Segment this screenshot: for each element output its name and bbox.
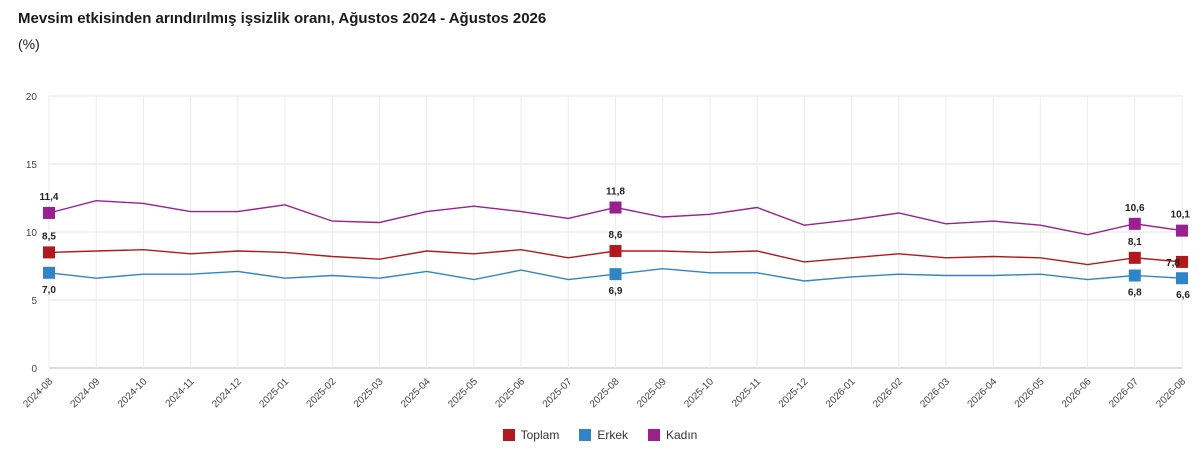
legend-swatch-kadin	[648, 429, 660, 441]
x-tick-label: 2024-09	[69, 376, 103, 410]
data-label: 10,6	[1125, 203, 1145, 214]
legend-label-kadin: Kadın	[666, 428, 698, 442]
x-tick-label: 2025-10	[682, 376, 716, 410]
data-point-marker	[1176, 224, 1188, 237]
x-tick-label: 2026-02	[871, 376, 905, 410]
series-markers	[43, 201, 1188, 285]
x-tick-label: 2025-02	[305, 376, 339, 410]
x-tick-label: 2026-08	[1154, 376, 1188, 410]
grid-lines	[48, 95, 1183, 369]
data-label: 6,8	[1128, 288, 1142, 299]
data-label: 7,0	[42, 285, 56, 296]
data-point-marker	[1176, 272, 1188, 285]
chart-title: Mevsim etkisinden arındırılmış işsizlik …	[18, 10, 547, 27]
x-tick-label: 2024-12	[210, 376, 244, 410]
x-tick-label: 2026-06	[1060, 376, 1094, 410]
legend-item-erkek[interactable]: Erkek	[579, 428, 628, 442]
x-tick-label: 2025-01	[257, 376, 291, 410]
data-label: 11,8	[606, 187, 625, 198]
data-point-marker	[43, 266, 55, 279]
x-tick-label: 2026-03	[918, 376, 952, 410]
chart-subtitle: (%)	[18, 36, 40, 52]
x-tick-label: 2025-05	[446, 376, 480, 410]
x-tick-label: 2025-08	[588, 376, 622, 410]
y-tick-label: 15	[26, 160, 38, 171]
data-point-marker	[1176, 255, 1188, 268]
x-tick-label: 2024-11	[164, 376, 198, 410]
legend-swatch-erkek	[579, 429, 592, 441]
data-label: 11,4	[40, 192, 59, 203]
data-label: 6,9	[609, 286, 623, 297]
data-point-marker	[609, 245, 622, 258]
x-tick-label: 2025-06	[493, 376, 527, 410]
data-point-marker	[1128, 269, 1141, 282]
data-label: 6,6	[1176, 290, 1190, 301]
x-axis-ticks: 2024-08 2024-09 2024-10 2024-11 2024-12 2025-…	[21, 376, 1188, 410]
data-label: 10,1	[1171, 210, 1191, 221]
legend-label-toplam: Toplam	[520, 428, 560, 442]
x-tick-label: 2026-07	[1107, 376, 1141, 410]
x-tick-label: 2025-04	[399, 376, 433, 410]
legend-item-toplam[interactable]: Toplam	[502, 428, 560, 442]
y-axis-ticks: 0 5 10 15 20	[26, 92, 38, 375]
x-tick-label: 2025-11	[730, 376, 764, 410]
data-labels: 11,4 8,5 7,0 11,8 8,6 6,9 10,6 8,1 6,8 10,1 7,8 6,6	[40, 187, 1191, 302]
y-tick-label: 20	[26, 92, 38, 103]
y-tick-label: 0	[31, 364, 37, 375]
x-tick-label: 2024-10	[116, 376, 150, 410]
x-tick-label: 2026-05	[1013, 376, 1047, 410]
data-point-marker	[609, 201, 622, 214]
data-point-marker	[1128, 251, 1141, 264]
x-tick-label: 2025-03	[352, 376, 386, 410]
data-label: 7,8	[1166, 258, 1180, 269]
data-label: 8,5	[42, 231, 56, 242]
data-point-marker	[1128, 217, 1141, 230]
x-tick-label: 2024-08	[21, 376, 55, 410]
data-label: 8,6	[609, 230, 623, 241]
legend-swatch-toplam	[502, 429, 515, 441]
legend-item-kadin[interactable]: Kadın	[648, 428, 697, 442]
y-tick-label: 5	[31, 296, 37, 307]
legend-label-erkek: Erkek	[597, 428, 628, 442]
data-label: 8,1	[1128, 237, 1142, 248]
data-point-marker	[43, 246, 55, 259]
data-point-marker	[609, 268, 622, 281]
x-tick-label: 2025-12	[777, 376, 811, 410]
data-point-marker	[43, 206, 55, 219]
x-tick-label: 2026-04	[966, 376, 1000, 410]
y-tick-label: 10	[26, 228, 38, 239]
x-tick-label: 2025-07	[541, 376, 575, 410]
x-tick-label: 2025-09	[635, 376, 669, 410]
legend: Toplam Erkek Kadın	[0, 428, 1200, 442]
x-tick-label: 2026-01	[824, 376, 858, 410]
